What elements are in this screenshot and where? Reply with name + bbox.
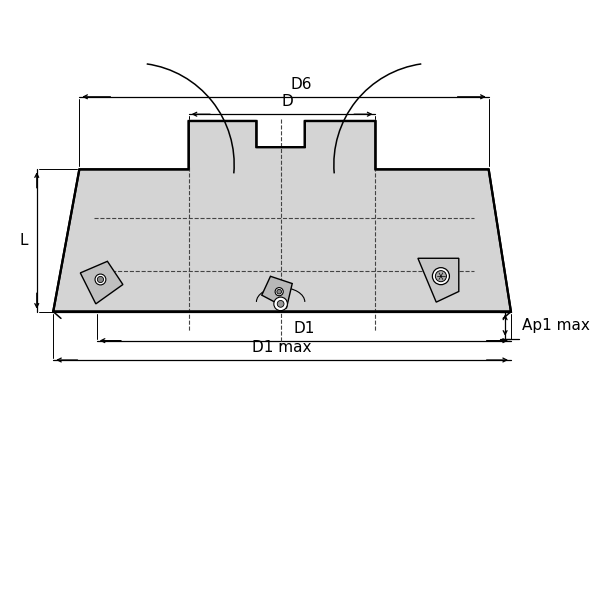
Circle shape — [436, 271, 446, 281]
Text: L: L — [20, 233, 28, 248]
Text: D1: D1 — [293, 321, 314, 336]
Polygon shape — [80, 261, 123, 304]
Circle shape — [277, 301, 284, 307]
Polygon shape — [262, 276, 292, 308]
Polygon shape — [53, 121, 511, 311]
Circle shape — [95, 274, 106, 285]
Circle shape — [275, 287, 283, 296]
Text: D1 max: D1 max — [253, 340, 312, 355]
Text: Ap1 max: Ap1 max — [521, 317, 589, 332]
Circle shape — [97, 277, 104, 283]
Circle shape — [274, 297, 287, 311]
Circle shape — [433, 268, 449, 284]
Text: D6: D6 — [290, 77, 312, 92]
Text: D: D — [281, 94, 293, 109]
Circle shape — [277, 289, 281, 294]
Polygon shape — [418, 258, 459, 302]
